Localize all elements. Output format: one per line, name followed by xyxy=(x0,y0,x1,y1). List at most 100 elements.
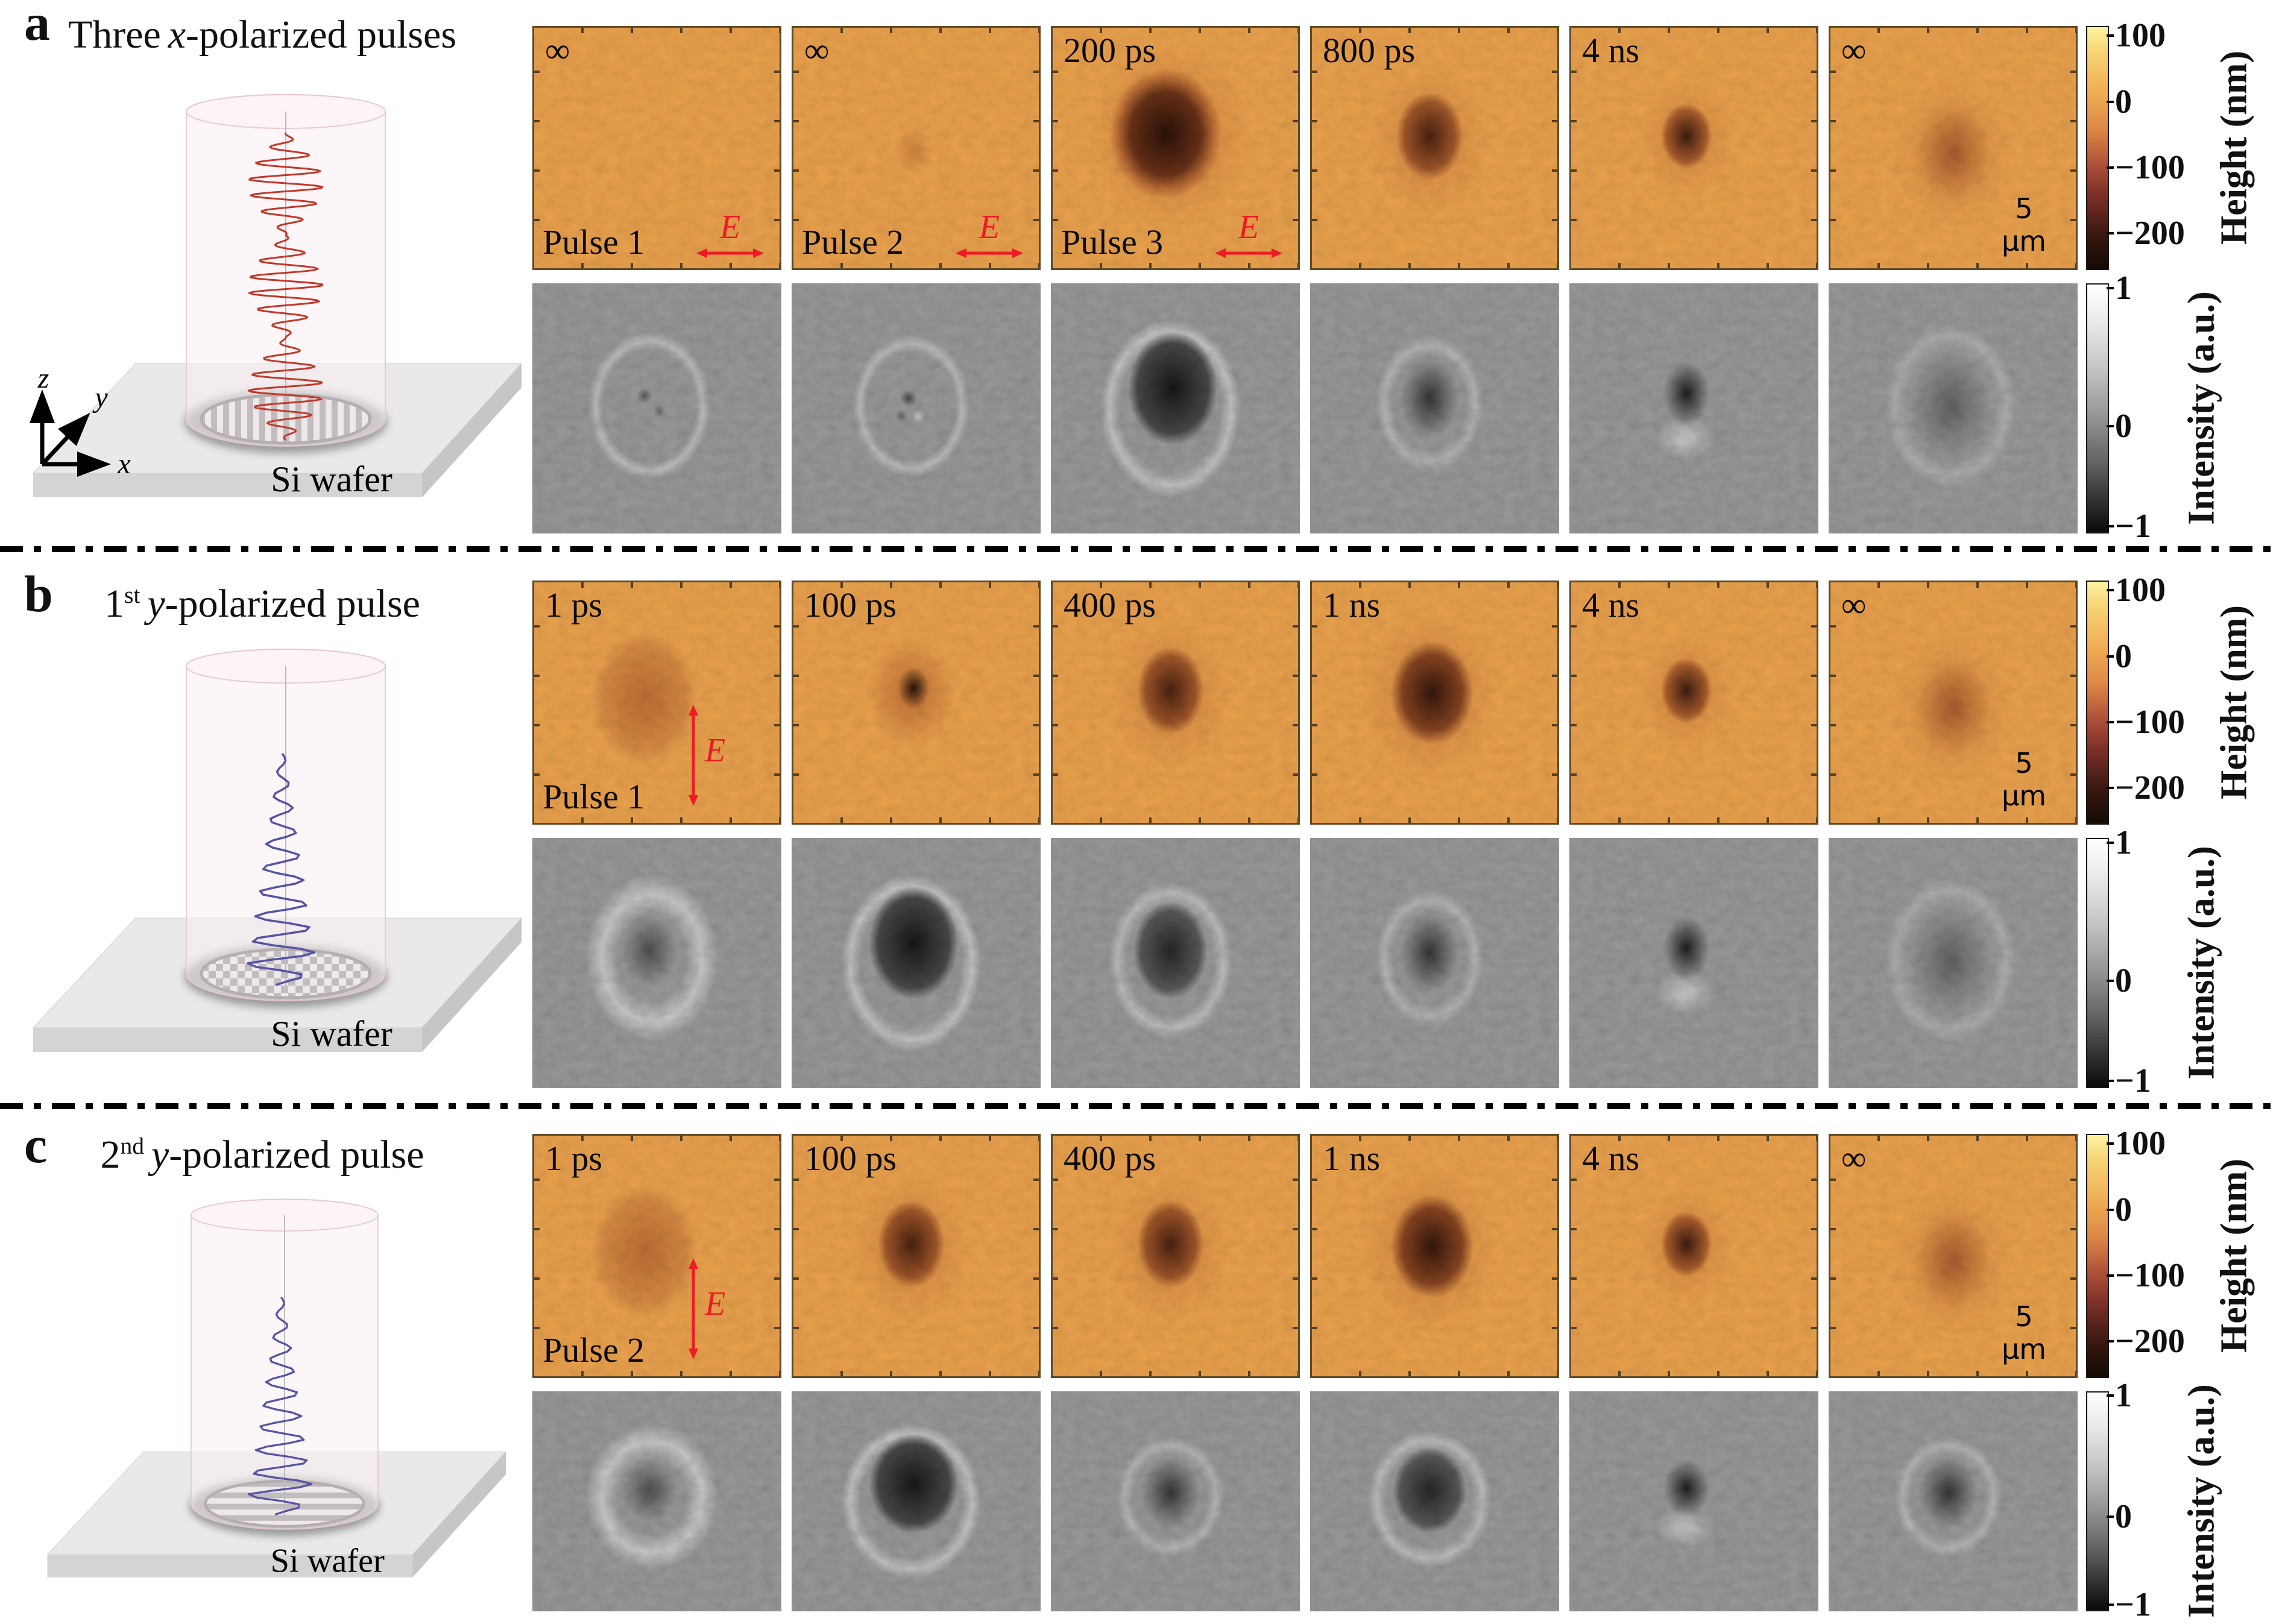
e-field-label: E xyxy=(705,732,726,769)
intensity-colorbar: 1 0 −1 xyxy=(2086,269,2231,545)
delay-label: 400 ps xyxy=(1064,585,1156,625)
delay-label: ∞ xyxy=(1841,585,1867,625)
y-axis-arrow xyxy=(40,412,90,466)
scale-bar: 5 μm xyxy=(1990,1299,2058,1365)
noise-texture xyxy=(534,28,780,268)
noise-texture xyxy=(1830,1136,2076,1376)
noise-texture xyxy=(532,838,781,1088)
title-text: -polarized pulse xyxy=(169,1133,424,1177)
colorbar-tick: 100 xyxy=(2115,17,2166,55)
intensity-image xyxy=(532,838,781,1088)
colorbar-tick: −100 xyxy=(2115,703,2185,741)
intensity-image xyxy=(1829,1391,2078,1611)
noise-texture xyxy=(1829,1391,2078,1611)
colorbar-tick: 0 xyxy=(2115,1498,2132,1536)
pulse-label: Pulse 2 xyxy=(802,222,904,262)
height-colorbar-gradient xyxy=(2086,581,2109,825)
colorbar-tick: 100 xyxy=(2115,571,2166,609)
e-field-arrow-horizontal: E xyxy=(1215,208,1282,260)
noise-texture xyxy=(1569,1391,1818,1611)
double-arrow-icon xyxy=(689,1258,698,1359)
panel-c-height-row: 1 ps Pulse 2 E 100 ps 400 ps 1 ns 4 ns ∞… xyxy=(532,1134,2078,1378)
intensity-image xyxy=(1569,1391,1818,1611)
pulse-label: Pulse 1 xyxy=(543,777,645,816)
height-map-image: ∞ Pulse 2 E xyxy=(792,26,1041,270)
noise-texture xyxy=(1053,1136,1298,1376)
title-italic-axis: y xyxy=(151,1133,169,1177)
scale-bar-label: 5 μm xyxy=(2001,192,2047,257)
colorbar-tick: −200 xyxy=(2115,769,2185,807)
intensity-image xyxy=(532,1391,781,1611)
colorbar-tick: 0 xyxy=(2115,1191,2132,1229)
x-axis-label: x xyxy=(117,448,130,480)
e-field-label: E xyxy=(1238,209,1259,246)
wafer-label: Si wafer xyxy=(271,1542,385,1579)
height-map-image: 100 ps xyxy=(792,581,1041,825)
panel-b-height-row: 1 ps Pulse 1 E 100 ps 400 ps 1 ns 4 ns ∞… xyxy=(532,581,2078,825)
height-map-image: ∞ Pulse 1 E xyxy=(532,26,781,270)
intensity-image xyxy=(1310,1391,1559,1611)
intensity-image xyxy=(792,838,1041,1088)
colorbar-tick: −200 xyxy=(2115,1323,2185,1361)
height-map-image: ∞ 5 μm xyxy=(1829,1134,2078,1378)
colorbar-tick: 1 xyxy=(2115,1377,2132,1415)
wafer-front-face xyxy=(33,473,422,497)
height-map-image: 200 ps Pulse 3 E xyxy=(1051,26,1300,270)
delay-label: ∞ xyxy=(1841,31,1867,70)
intensity-image xyxy=(1569,838,1818,1088)
double-arrow-icon xyxy=(956,248,1023,258)
scale-bar-label: 5 μm xyxy=(2001,1300,2047,1365)
colorbar-tick: −1 xyxy=(2115,507,2151,545)
e-field-label: E xyxy=(705,1285,726,1323)
wafer-side-face xyxy=(412,1452,506,1578)
height-map-image: ∞ 5 μm xyxy=(1829,26,2078,270)
noise-texture xyxy=(1829,283,2078,533)
delay-label: 4 ns xyxy=(1582,31,1640,70)
intensity-axis-label: Intensity (a.u.) xyxy=(2181,291,2222,525)
colorbar-tick: 0 xyxy=(2115,961,2132,999)
wafer-front-face xyxy=(47,1555,413,1578)
delay-label: 1 ns xyxy=(1323,1139,1381,1178)
wafer-side-face xyxy=(422,364,522,497)
delay-label: 200 ps xyxy=(1064,31,1156,70)
noise-texture xyxy=(1051,1391,1300,1611)
noise-texture xyxy=(1051,838,1300,1088)
height-map-image: 4 ns xyxy=(1569,1134,1818,1378)
pulse-label: Pulse 2 xyxy=(543,1330,645,1370)
colorbar-tick: −200 xyxy=(2115,215,2185,253)
intensity-image xyxy=(1829,838,2078,1088)
delay-label: 1 ps xyxy=(545,585,603,625)
double-arrow-icon xyxy=(689,705,698,806)
panel-a-height-row: ∞ Pulse 1 E ∞ Pulse 2 E 200 ps Pulse 3 E… xyxy=(532,26,2078,270)
noise-texture xyxy=(793,1136,1039,1376)
intensity-image xyxy=(792,1391,1041,1611)
panel-letter-c: c xyxy=(24,1116,48,1174)
delay-label: 800 ps xyxy=(1323,31,1416,70)
panel-b-title: 1st y-polarized pulse xyxy=(12,582,512,626)
height-map-image: 1 ns xyxy=(1310,581,1559,825)
delay-label: 1 ps xyxy=(545,1139,603,1178)
noise-texture xyxy=(1829,838,2078,1088)
intensity-colorbar-gradient xyxy=(2086,283,2109,533)
panel-c-title: 2nd y-polarized pulse xyxy=(12,1133,512,1177)
noise-texture xyxy=(792,283,1041,533)
height-colorbar-gradient xyxy=(2086,26,2109,270)
noise-texture xyxy=(1312,28,1557,268)
noise-texture xyxy=(1569,283,1818,533)
panel-letter-b: b xyxy=(24,565,53,623)
delay-label: 400 ps xyxy=(1064,1139,1156,1178)
intensity-image xyxy=(1051,838,1300,1088)
noise-texture xyxy=(1310,1391,1559,1611)
intensity-image xyxy=(1569,283,1818,533)
title-superscript: st xyxy=(124,582,140,608)
intensity-image xyxy=(1051,283,1300,533)
height-colorbar: 100 0 −100 −200 xyxy=(2086,571,2231,825)
schematic-c: Si wafer xyxy=(46,1198,507,1579)
intensity-axis-label: Intensity (a.u.) xyxy=(2181,846,2222,1080)
delay-label: 4 ns xyxy=(1582,1139,1640,1178)
noise-texture xyxy=(1051,283,1300,533)
wafer-side-face xyxy=(422,918,522,1052)
scale-bar: 5 μm xyxy=(1990,746,2058,812)
noise-texture xyxy=(793,582,1039,823)
